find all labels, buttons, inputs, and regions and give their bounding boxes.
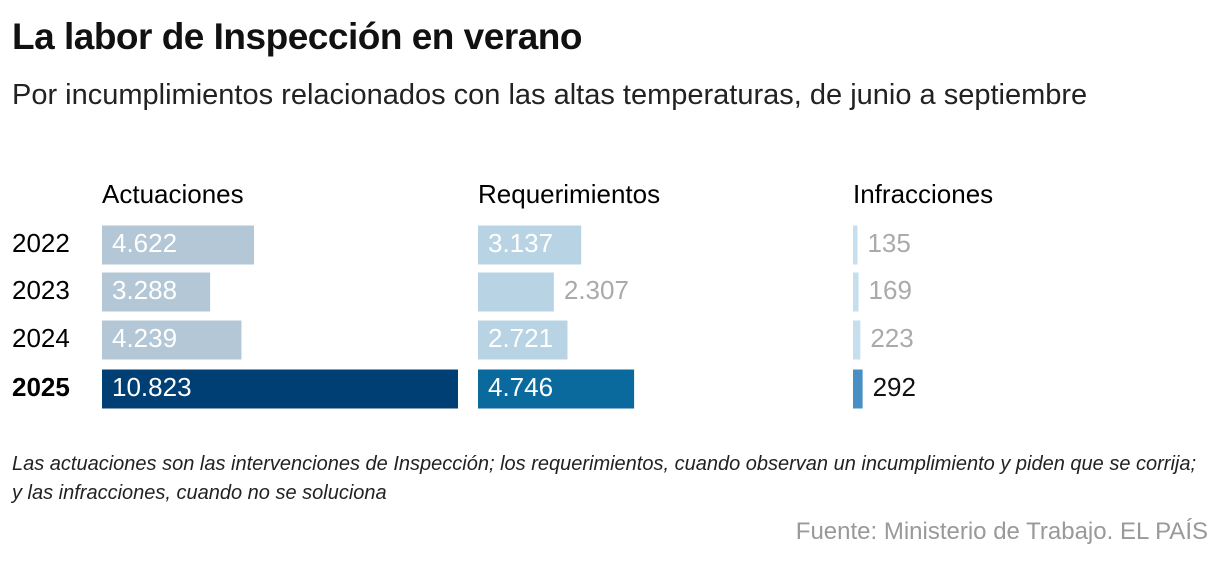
bar <box>478 320 568 360</box>
value-label: 4.239 <box>112 323 177 353</box>
bar <box>853 320 861 360</box>
value-label: 2.307 <box>564 275 629 305</box>
value-label: 10.823 <box>112 372 192 402</box>
bar <box>102 369 458 409</box>
bar <box>102 225 255 265</box>
bar <box>478 225 582 265</box>
note: Las actuaciones son las intervenciones d… <box>12 453 1197 504</box>
series-label: Actuaciones <box>102 179 244 209</box>
y-tick-label: 2022 <box>12 228 70 258</box>
value-label: 3.137 <box>488 228 553 258</box>
y-tick-label: 2025 <box>12 372 70 402</box>
bar <box>478 369 635 409</box>
series-label: Requerimientos <box>478 179 660 209</box>
value-label: 169 <box>869 275 912 305</box>
bar <box>478 272 554 312</box>
value-label: 223 <box>870 323 913 353</box>
chart: 2022 2023 2024 2025 Actuaciones 4.622 3.288 4.2… <box>12 179 993 409</box>
chart-subtitle: Por incumplimientos relacionados con las… <box>12 79 1088 111</box>
value-label: 3.288 <box>112 275 177 305</box>
bar <box>853 272 859 312</box>
bar <box>853 225 858 265</box>
value-label: 135 <box>867 228 910 258</box>
value-label: 4.622 <box>112 228 177 258</box>
y-tick-label: 2023 <box>12 275 70 305</box>
value-label: 292 <box>873 372 916 402</box>
value-label: 2.721 <box>488 323 553 353</box>
bar <box>102 320 242 360</box>
series-label: Infracciones <box>853 179 993 209</box>
chart-title: La labor de Inspección en verano <box>12 16 583 57</box>
bar <box>853 369 863 409</box>
value-label: 4.746 <box>488 372 553 402</box>
source: Fuente: Ministerio de Trabajo. EL PAÍS <box>795 518 1208 545</box>
bar <box>102 272 211 312</box>
y-tick-label: 2024 <box>12 323 70 353</box>
